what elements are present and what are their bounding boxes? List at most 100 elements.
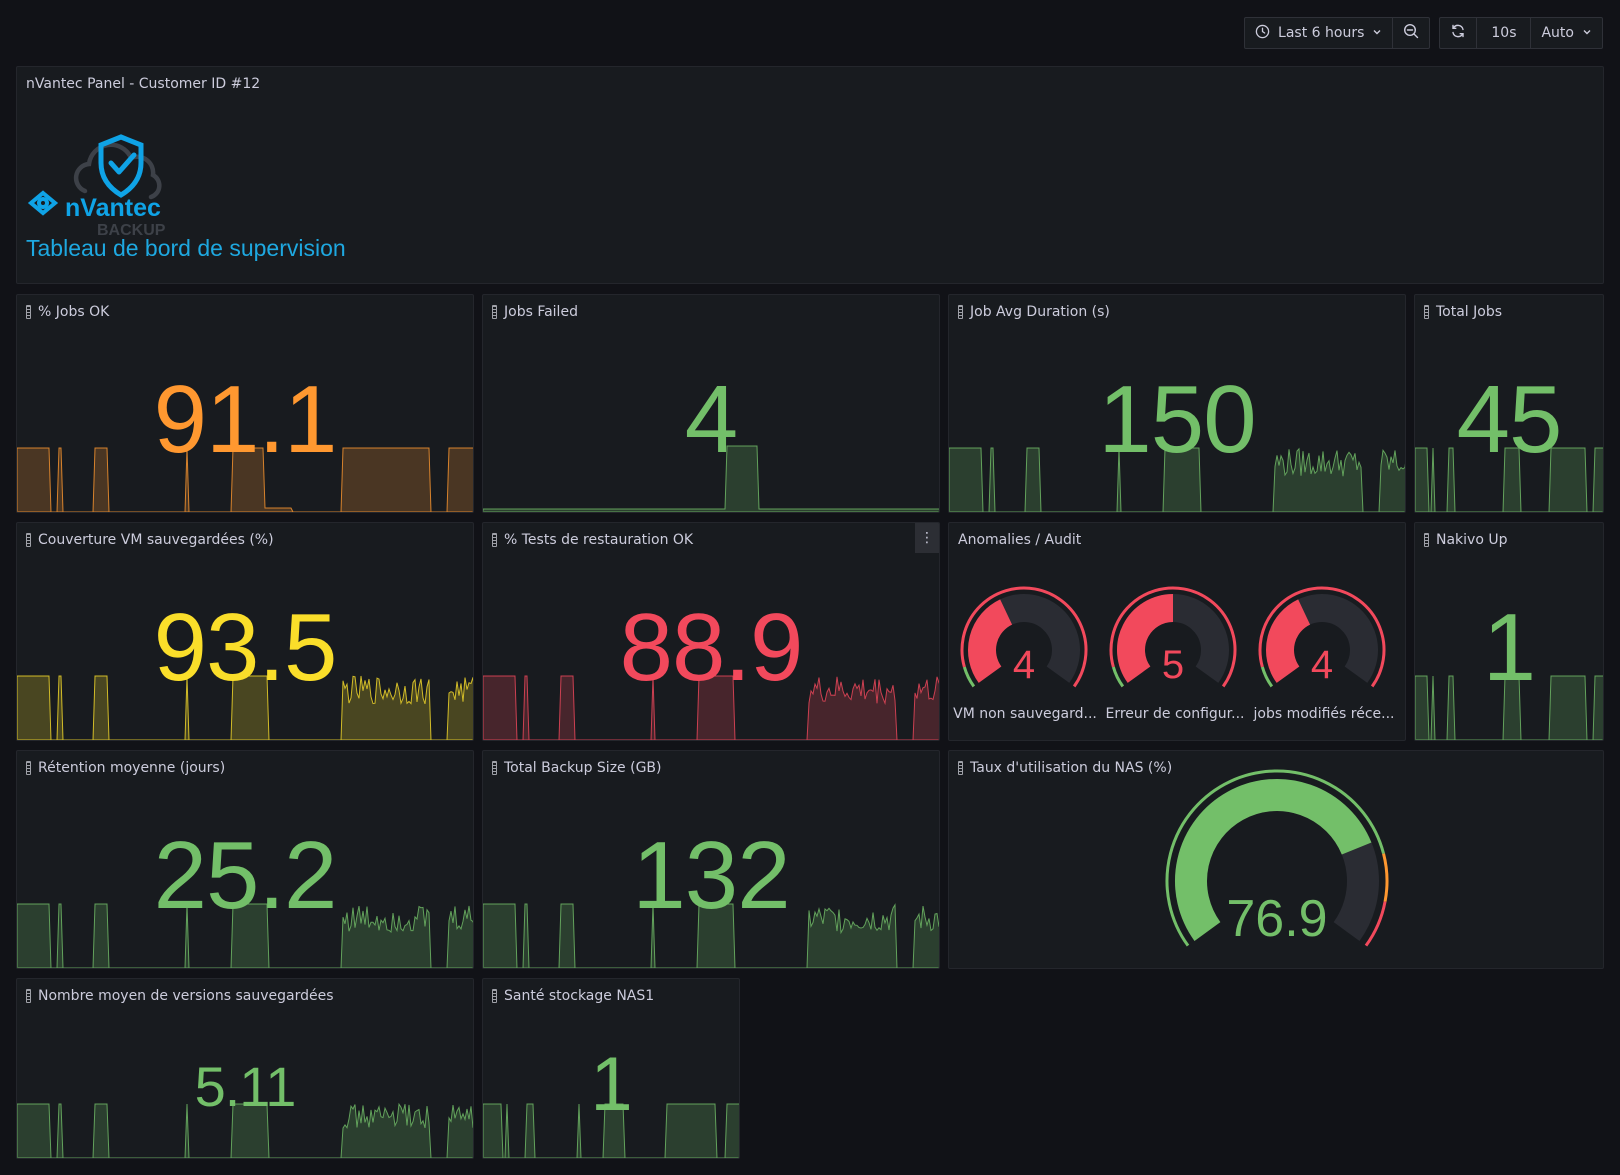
gauge-threshold bbox=[1382, 853, 1389, 902]
sparkline bbox=[17, 1102, 473, 1158]
sparkline bbox=[483, 675, 939, 740]
sparkline bbox=[17, 675, 473, 740]
gauge-threshold-green bbox=[1260, 666, 1274, 688]
datasource-icon bbox=[492, 305, 497, 319]
sparkline bbox=[949, 447, 1405, 512]
stat-value: 91.1 bbox=[153, 366, 338, 473]
refresh-group: 10s Auto bbox=[1439, 17, 1603, 49]
gauge-value: 4 bbox=[1013, 643, 1035, 687]
nvantec-logo: nVantec BACKUP bbox=[25, 119, 175, 239]
panel-title: Couverture VM sauvegardées (%) bbox=[38, 532, 274, 548]
time-picker-group: Last 6 hours bbox=[1244, 17, 1431, 49]
sparkline-area bbox=[1415, 675, 1603, 740]
gauge-value-arc bbox=[968, 599, 1013, 683]
stat-panel-vm-coverage[interactable]: Couverture VM sauvegardées (%) 93.5 bbox=[16, 522, 474, 741]
dashboard-toolbar: Last 6 hours 10s Auto bbox=[1244, 17, 1603, 49]
gauge-threshold-green bbox=[1111, 666, 1125, 688]
panel-title: Jobs Failed bbox=[504, 304, 578, 320]
sparkline-area bbox=[483, 675, 939, 740]
sparkline-area bbox=[483, 903, 939, 968]
datasource-icon bbox=[1424, 305, 1429, 319]
stat-panel-nakivo-up[interactable]: Nakivo Up 1 bbox=[1414, 522, 1604, 741]
panel-menu-button[interactable]: ⋮ bbox=[915, 523, 939, 553]
sparkline-area bbox=[483, 445, 939, 512]
sparkline bbox=[483, 1103, 739, 1158]
more-vertical-icon: ⋮ bbox=[920, 530, 934, 546]
chevron-down-icon bbox=[1372, 25, 1382, 41]
time-range-picker[interactable]: Last 6 hours bbox=[1245, 18, 1394, 48]
sparkline-area bbox=[949, 447, 1405, 512]
gauge-threshold-red bbox=[1109, 586, 1237, 688]
panel-title: Nombre moyen de versions sauvegardées bbox=[38, 988, 334, 1004]
panel-title: Anomalies / Audit bbox=[958, 532, 1082, 548]
gauge-threshold bbox=[1165, 769, 1385, 947]
stat-panel-jobs-ok[interactable]: % Jobs OK 91.1 bbox=[16, 294, 474, 513]
stat-panel-restore-tests[interactable]: % Tests de restauration OK ⋮ 88.9 bbox=[482, 522, 940, 741]
time-range-label: Last 6 hours bbox=[1278, 25, 1365, 41]
panel-title: % Tests de restauration OK bbox=[504, 532, 694, 548]
datasource-icon bbox=[492, 533, 497, 547]
panel-title: % Jobs OK bbox=[38, 304, 110, 320]
sparkline bbox=[17, 903, 473, 968]
stat-panel-nas1-health[interactable]: Santé stockage NAS1 1 bbox=[482, 978, 740, 1159]
gauge-label: Erreur de configur... bbox=[1105, 706, 1245, 722]
datasource-icon bbox=[958, 761, 963, 775]
dashboard-heading: Tableau de bord de supervision bbox=[26, 235, 346, 261]
stat-panel-retention[interactable]: Rétention moyenne (jours) 25.2 bbox=[16, 750, 474, 969]
panel-title: Santé stockage NAS1 bbox=[504, 988, 655, 1004]
stat-value: 4 bbox=[684, 366, 738, 473]
panel-title: Job Avg Duration (s) bbox=[970, 304, 1110, 320]
sparkline-area bbox=[483, 1103, 739, 1158]
refresh-interval[interactable]: 10s bbox=[1477, 18, 1532, 48]
clock-icon bbox=[1255, 24, 1270, 43]
sparkline bbox=[17, 447, 473, 512]
gauge-threshold-green bbox=[962, 666, 976, 688]
stat-panel-total-jobs[interactable]: Total Jobs 45 bbox=[1414, 294, 1604, 513]
gauge-value-arc bbox=[1117, 594, 1174, 683]
refresh-interval-label: 10s bbox=[1491, 25, 1517, 41]
datasource-icon bbox=[492, 761, 497, 775]
panel-title: Total Jobs bbox=[1436, 304, 1503, 320]
stat-value: 93.5 bbox=[153, 594, 338, 701]
stat-value: 1 bbox=[590, 1042, 632, 1127]
stat-value: 132 bbox=[632, 822, 790, 929]
gauge-value-arc bbox=[1266, 599, 1311, 683]
datasource-icon bbox=[26, 533, 31, 547]
header-panel: nVantec Panel - Customer ID #12 nVantec … bbox=[16, 66, 1604, 284]
zoom-out-button[interactable] bbox=[1393, 18, 1429, 48]
stat-panel-total-backup-size[interactable]: Total Backup Size (GB) 132 bbox=[482, 750, 940, 969]
datasource-icon bbox=[1424, 533, 1429, 547]
gauge-value: 4 bbox=[1311, 643, 1333, 687]
panel-title: Nakivo Up bbox=[1436, 532, 1508, 548]
refresh-button[interactable] bbox=[1440, 18, 1478, 48]
sparkline-area bbox=[1415, 447, 1603, 512]
sparkline bbox=[1415, 447, 1603, 512]
panel-title: Rétention moyenne (jours) bbox=[38, 760, 226, 776]
nas-usage-panel[interactable]: Taux d'utilisation du NAS (%) 76.9 bbox=[948, 750, 1604, 969]
anomalies-audit-panel[interactable]: Anomalies / Audit 4 5 4 VM non sauvegard..… bbox=[948, 522, 1406, 741]
stat-panel-job-avg-duration[interactable]: Job Avg Duration (s) 150 bbox=[948, 294, 1406, 513]
logo-wordmark: nVantec bbox=[65, 194, 161, 222]
stat-value: 150 bbox=[1098, 366, 1256, 473]
sparkline bbox=[483, 445, 939, 512]
nas-gauge-value: 76.9 bbox=[1226, 890, 1327, 948]
stat-panel-jobs-failed[interactable]: Jobs Failed 4 bbox=[482, 294, 940, 513]
gauge-value: 5 bbox=[1162, 643, 1184, 687]
datasource-icon bbox=[26, 989, 31, 1003]
sparkline bbox=[1415, 675, 1603, 740]
datasource-icon bbox=[492, 989, 497, 1003]
sparkline-area bbox=[17, 447, 473, 512]
panel-title: Total Backup Size (GB) bbox=[504, 760, 662, 776]
gauge-value-arc bbox=[1175, 779, 1372, 941]
sparkline-area bbox=[17, 675, 473, 740]
stat-value: 1 bbox=[1482, 594, 1536, 701]
anomalies-gauges: 4 5 4 bbox=[960, 586, 1386, 688]
zoom-out-icon bbox=[1403, 23, 1419, 43]
datasource-icon bbox=[26, 761, 31, 775]
auto-refresh-dropdown[interactable]: Auto bbox=[1531, 18, 1602, 48]
gauge-threshold-red bbox=[1258, 586, 1386, 688]
stat-value: 45 bbox=[1456, 366, 1563, 473]
stat-panel-avg-versions[interactable]: Nombre moyen de versions sauvegardées 5.… bbox=[16, 978, 474, 1159]
panel-title: Taux d'utilisation du NAS (%) bbox=[970, 760, 1173, 776]
refresh-icon bbox=[1450, 23, 1466, 43]
